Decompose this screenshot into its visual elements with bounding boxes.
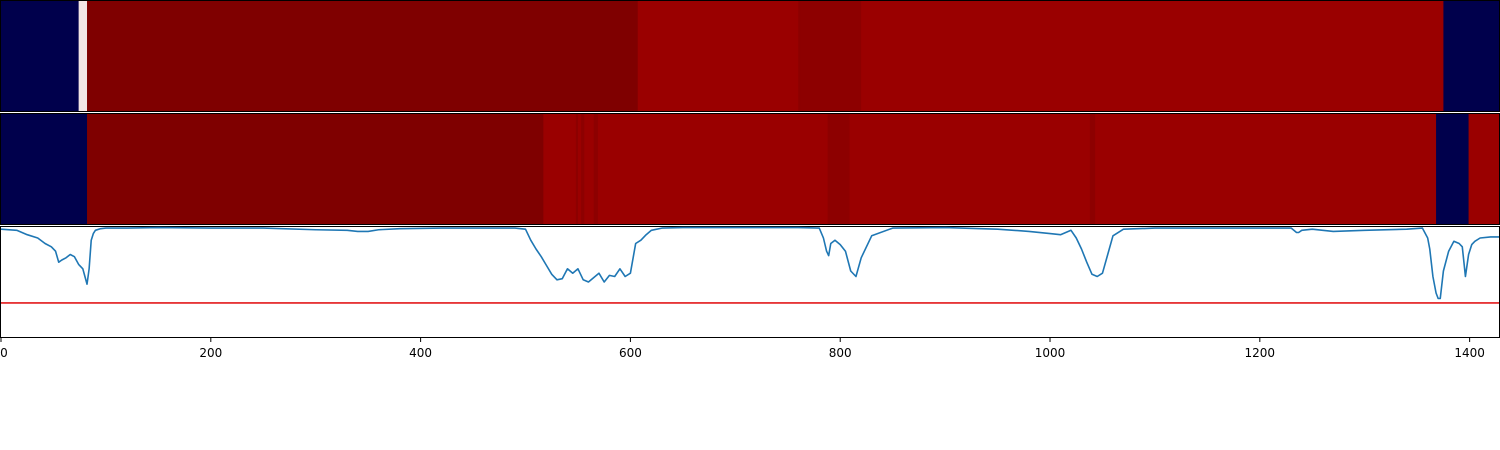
- x-tick-label-400: 400: [409, 346, 432, 360]
- heatmap-2-segment-8: [597, 114, 829, 225]
- x-tick-label-1400: 1400: [1454, 346, 1485, 360]
- heatmap-strip-1: [1, 1, 1500, 112]
- heatmap-strip-2: [1, 114, 1500, 225]
- x-tick-label-600: 600: [619, 346, 642, 360]
- heatmap-2-segment-5: [581, 114, 585, 225]
- heatmap-1-segment-7: [1443, 1, 1500, 112]
- x-tick-label-1200: 1200: [1245, 346, 1276, 360]
- heatmap-2-segment-0: [1, 114, 88, 225]
- heatmap-1-segment-0: [1, 1, 80, 112]
- heatmap-2-segment-13: [1436, 114, 1470, 225]
- heatmap-2-segment-4: [577, 114, 582, 225]
- line-plot: 0 200 400 600 800 1000 1200 1400: [0, 226, 1500, 360]
- heatmap-2-segment-14: [1468, 114, 1500, 225]
- x-tick-label-0: 0: [0, 346, 8, 360]
- heatmap-2-segment-9: [827, 114, 851, 225]
- heatmap-2-segment-7: [593, 114, 599, 225]
- x-tick-label-200: 200: [199, 346, 222, 360]
- heatmap-2-segment-3: [575, 114, 579, 225]
- heatmap-2-segment-12: [1095, 114, 1437, 225]
- x-axis-ticks: 0 200 400 600 800 1000 1200 1400: [0, 338, 1485, 360]
- heatmap-2-segment-2: [543, 114, 577, 225]
- heatmap-1-segment-1: [78, 1, 88, 112]
- heatmap-1-segment-6: [861, 1, 1444, 112]
- heatmap-1-segment-4: [798, 1, 801, 112]
- x-tick-label-1000: 1000: [1035, 346, 1066, 360]
- x-tick-label-800: 800: [829, 346, 852, 360]
- heatmap-2-segment-11: [1089, 114, 1096, 225]
- line-plot-frame: [0, 226, 1500, 338]
- heatmap-1-segment-2: [87, 1, 639, 112]
- heatmap-1-segment-5: [800, 1, 862, 112]
- heatmap-1-segment-3: [637, 1, 799, 112]
- heatmap-2-segment-10: [849, 114, 1091, 225]
- series-line: [0, 226, 1499, 300]
- heatmap-2-segment-6: [584, 114, 595, 225]
- heatmap-2-segment-1: [87, 114, 544, 225]
